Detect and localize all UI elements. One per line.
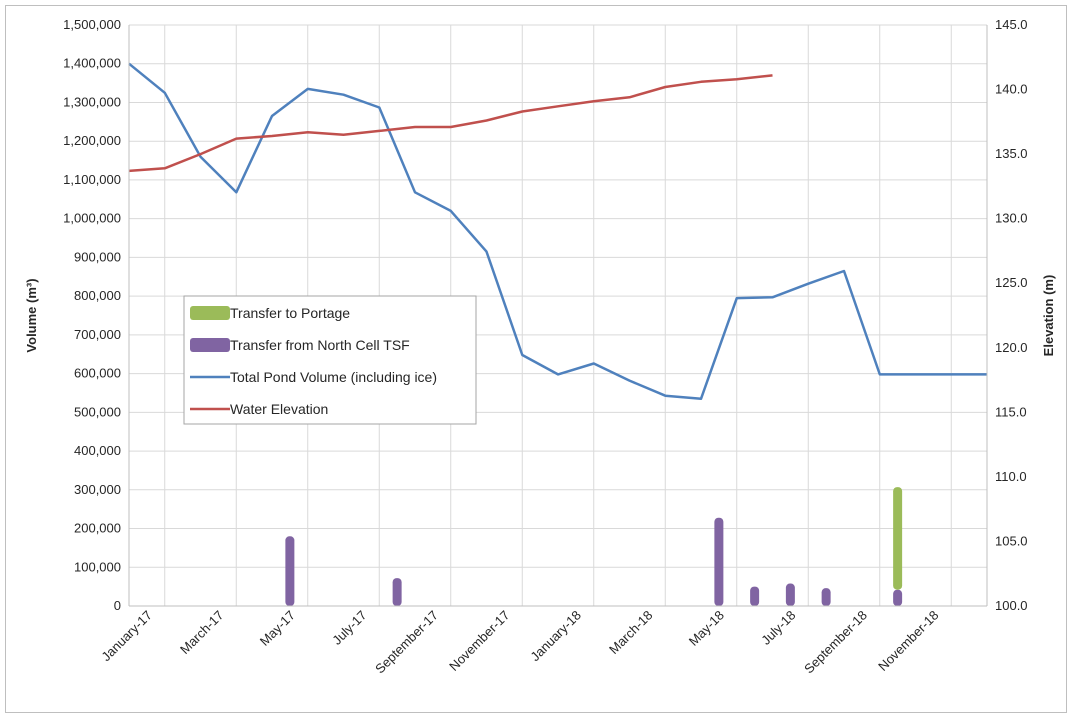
bar-transfer-from-north-cell-tsf [821, 588, 831, 606]
legend-label-transfer-to-portage: Transfer to Portage [230, 305, 350, 321]
x-tick-label: March-18 [606, 608, 655, 657]
y2-tick-label: 120.0 [995, 340, 1028, 355]
x-tick-label: January-18 [527, 608, 584, 665]
y2-tick-label: 135.0 [995, 146, 1028, 161]
y-tick-label: 400,000 [74, 443, 121, 458]
y-tick-label: 1,400,000 [63, 56, 121, 71]
y-tick-label: 600,000 [74, 366, 121, 381]
y-tick-label: 200,000 [74, 521, 121, 536]
y-tick-label: 1,100,000 [63, 172, 121, 187]
legend-label-total-pond-volume-including-ice-: Total Pond Volume (including ice) [230, 369, 437, 385]
x-tick-label: July-18 [758, 608, 798, 648]
bar-transfer-from-north-cell-tsf [392, 578, 402, 606]
line-total-pond-volume-including-ice- [128, 62, 987, 401]
y-axis-ticks: 0 100,000 200,000 300,000 400,000 500,000 600,… [63, 17, 121, 613]
y2-tick-label: 110.0 [995, 469, 1027, 484]
line-water-elevation [128, 74, 773, 173]
bar-transfer-to-portage [893, 487, 903, 590]
y-tick-label: 800,000 [74, 288, 121, 303]
bar-transfer-from-north-cell-tsf [785, 583, 795, 606]
legend-label-transfer-from-north-cell-tsf: Transfer from North Cell TSF [230, 337, 410, 353]
y2-axis-ticks: 100.0 105.0 110.0 115.0 120.0 125.0 130.0 135.0… [995, 17, 1028, 613]
x-tick-label: May-17 [257, 608, 298, 649]
x-tick-label: March-17 [177, 608, 226, 657]
y-tick-label: 1,300,000 [63, 94, 121, 109]
x-tick-label: July-17 [329, 608, 369, 648]
x-tick-label: May-18 [686, 608, 727, 649]
y-tick-label: 0 [114, 598, 121, 613]
y-tick-label: 300,000 [74, 482, 121, 497]
line-marks [128, 62, 987, 401]
legend-swatch-transfer-to-portage [190, 306, 230, 320]
y2-tick-label: 130.0 [995, 211, 1028, 226]
x-tick-label: January-17 [98, 608, 155, 665]
bar-transfer-from-north-cell-tsf [750, 586, 760, 606]
y2-axis-title: Elevation (m) [1041, 275, 1056, 357]
y-tick-label: 1,000,000 [63, 211, 121, 226]
x-tick-label: November-17 [446, 608, 512, 674]
y2-tick-label: 105.0 [995, 533, 1028, 548]
y2-tick-label: 125.0 [995, 275, 1028, 290]
y-tick-label: 100,000 [74, 559, 121, 574]
legend-label-water-elevation: Water Elevation [230, 401, 328, 417]
y-tick-label: 1,200,000 [63, 133, 121, 148]
legend-swatch-transfer-from-north-cell-tsf [190, 338, 230, 352]
x-tick-label: September-18 [801, 608, 870, 677]
legend-box [183, 295, 477, 425]
bar-transfer-from-north-cell-tsf [893, 589, 903, 606]
bar-marks [285, 487, 903, 606]
y2-tick-label: 100.0 [995, 598, 1028, 613]
legend: Transfer to Portage Transfer from North C… [183, 295, 477, 425]
bar-transfer-from-north-cell-tsf [285, 536, 295, 606]
bar-transfer-from-north-cell-tsf [714, 517, 724, 606]
y-axis-title: Volume (m³) [24, 278, 39, 352]
x-tick-label: September-17 [372, 608, 441, 677]
y-tick-label: 900,000 [74, 249, 121, 264]
y-tick-label: 1,500,000 [63, 17, 121, 32]
y2-tick-label: 145.0 [995, 17, 1028, 32]
y2-tick-label: 115.0 [995, 404, 1027, 419]
x-axis-ticks: January-17 March-17 May-17 July-17 September… [98, 608, 941, 677]
y2-tick-label: 140.0 [995, 82, 1028, 97]
y-tick-label: 500,000 [74, 404, 121, 419]
y-tick-label: 700,000 [74, 327, 121, 342]
axes [128, 25, 988, 607]
x-tick-label: November-18 [875, 608, 941, 674]
